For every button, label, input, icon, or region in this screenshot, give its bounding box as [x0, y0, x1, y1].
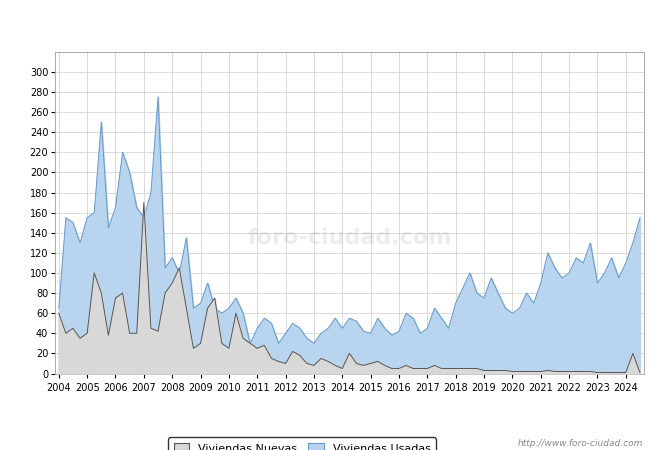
Legend: Viviendas Nuevas, Viviendas Usadas: Viviendas Nuevas, Viviendas Usadas: [168, 437, 436, 450]
Text: foro-ciudad.com: foro-ciudad.com: [247, 228, 452, 248]
Text: http://www.foro-ciudad.com: http://www.foro-ciudad.com: [518, 439, 644, 448]
Text: Yecla - Evolucion del Nº de Transacciones Inmobiliarias: Yecla - Evolucion del Nº de Transaccione…: [124, 16, 526, 31]
